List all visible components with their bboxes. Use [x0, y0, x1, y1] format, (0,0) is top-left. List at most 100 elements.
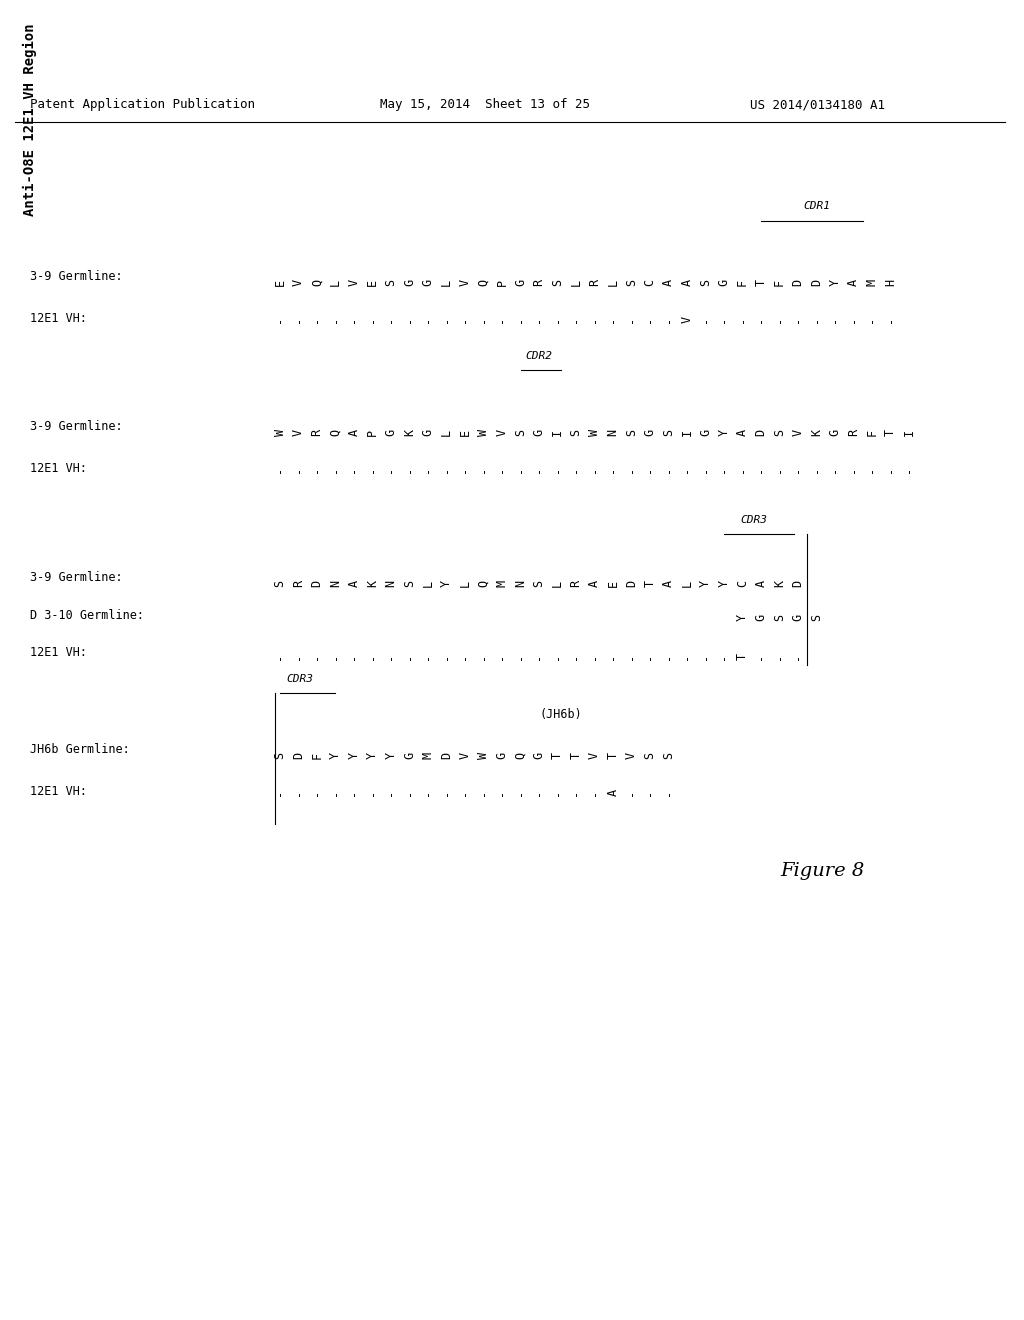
- Text: -: -: [699, 653, 712, 660]
- Text: G: G: [718, 279, 730, 286]
- Text: D: D: [792, 279, 805, 286]
- Text: -: -: [366, 317, 379, 323]
- Text: -: -: [884, 317, 897, 323]
- Text: -: -: [662, 317, 675, 323]
- Text: G: G: [828, 429, 842, 436]
- Text: -: -: [366, 466, 379, 473]
- Text: V: V: [792, 429, 805, 436]
- Text: -: -: [532, 466, 546, 473]
- Text: S: S: [273, 581, 287, 587]
- Text: D: D: [792, 581, 805, 587]
- Text: -: -: [902, 466, 915, 473]
- Text: -: -: [718, 653, 730, 660]
- Text: -: -: [310, 789, 324, 796]
- Text: -: -: [273, 789, 287, 796]
- Text: -: -: [366, 653, 379, 660]
- Text: A: A: [736, 429, 749, 436]
- Text: V: V: [292, 279, 305, 286]
- Text: -: -: [532, 317, 546, 323]
- Text: S: S: [625, 429, 638, 436]
- Text: -: -: [736, 466, 749, 473]
- Text: -: -: [403, 466, 416, 473]
- Text: -: -: [847, 317, 860, 323]
- Text: G: G: [532, 429, 546, 436]
- Text: D: D: [292, 751, 305, 759]
- Text: CDR3: CDR3: [740, 515, 768, 524]
- Text: -: -: [403, 653, 416, 660]
- Text: D: D: [755, 429, 768, 436]
- Text: -: -: [347, 466, 360, 473]
- Text: Figure 8: Figure 8: [780, 862, 864, 880]
- Text: D: D: [440, 751, 453, 759]
- Text: -: -: [606, 317, 620, 323]
- Text: G: G: [384, 429, 397, 436]
- Text: -: -: [292, 789, 305, 796]
- Text: L: L: [681, 581, 693, 587]
- Text: E: E: [366, 279, 379, 286]
- Text: L: L: [606, 279, 620, 286]
- Text: S: S: [699, 279, 712, 286]
- Text: -: -: [273, 653, 287, 660]
- Text: A: A: [347, 581, 360, 587]
- Text: V: V: [459, 279, 471, 286]
- Text: -: -: [273, 466, 287, 473]
- Text: N: N: [606, 429, 620, 436]
- Text: S: S: [569, 429, 583, 436]
- Text: -: -: [440, 789, 453, 796]
- Text: 3-9 Germline:: 3-9 Germline:: [30, 271, 123, 284]
- Text: -: -: [662, 653, 675, 660]
- Text: A: A: [347, 429, 360, 436]
- Text: -: -: [422, 653, 434, 660]
- Text: R: R: [588, 279, 601, 286]
- Text: H: H: [884, 279, 897, 286]
- Text: Y: Y: [366, 751, 379, 759]
- Text: S: S: [403, 581, 416, 587]
- Text: -: -: [718, 466, 730, 473]
- Text: -: -: [496, 317, 509, 323]
- Text: US 2014/0134180 A1: US 2014/0134180 A1: [750, 98, 885, 111]
- Text: -: -: [347, 317, 360, 323]
- Text: -: -: [329, 789, 342, 796]
- Text: -: -: [440, 653, 453, 660]
- Text: -: -: [403, 789, 416, 796]
- Text: 12E1 VH:: 12E1 VH:: [30, 647, 87, 659]
- Text: Y: Y: [828, 279, 842, 286]
- Text: -: -: [440, 317, 453, 323]
- Text: Q: Q: [329, 429, 342, 436]
- Text: -: -: [699, 317, 712, 323]
- Text: -: -: [643, 789, 656, 796]
- Text: -: -: [422, 466, 434, 473]
- Text: -: -: [588, 317, 601, 323]
- Text: -: -: [551, 653, 564, 660]
- Text: Q: Q: [477, 581, 490, 587]
- Text: -: -: [366, 789, 379, 796]
- Text: G: G: [643, 429, 656, 436]
- Text: V: V: [625, 751, 638, 759]
- Text: S: S: [273, 751, 287, 759]
- Text: G: G: [496, 751, 509, 759]
- Text: -: -: [588, 653, 601, 660]
- Text: A: A: [606, 789, 620, 796]
- Text: -: -: [643, 466, 656, 473]
- Text: K: K: [403, 429, 416, 436]
- Text: -: -: [773, 466, 786, 473]
- Text: L: L: [551, 581, 564, 587]
- Text: Q: Q: [310, 279, 324, 286]
- Text: -: -: [606, 466, 620, 473]
- Text: -: -: [310, 466, 324, 473]
- Text: -: -: [532, 789, 546, 796]
- Text: V: V: [496, 429, 509, 436]
- Text: P: P: [496, 279, 509, 286]
- Text: -: -: [459, 789, 471, 796]
- Text: -: -: [569, 466, 583, 473]
- Text: M: M: [496, 581, 509, 587]
- Text: T: T: [569, 751, 583, 759]
- Text: V: V: [681, 317, 693, 323]
- Text: -: -: [384, 653, 397, 660]
- Text: 3-9 Germline:: 3-9 Germline:: [30, 572, 123, 585]
- Text: -: -: [625, 653, 638, 660]
- Text: S: S: [643, 751, 656, 759]
- Text: -: -: [643, 317, 656, 323]
- Text: -: -: [865, 317, 879, 323]
- Text: R: R: [847, 429, 860, 436]
